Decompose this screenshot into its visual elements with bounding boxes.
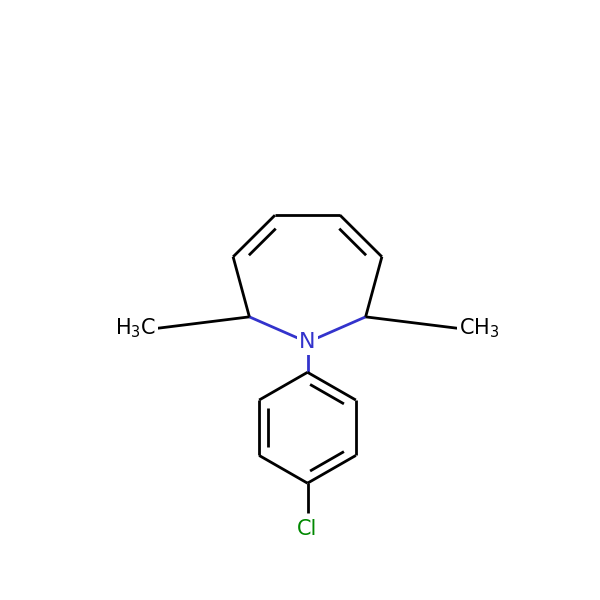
Text: $\mathregular{CH_3}$: $\mathregular{CH_3}$ — [458, 317, 499, 340]
Text: N: N — [299, 332, 316, 352]
Text: Cl: Cl — [298, 519, 317, 539]
Text: $\mathregular{H_3C}$: $\mathregular{H_3C}$ — [115, 317, 157, 340]
